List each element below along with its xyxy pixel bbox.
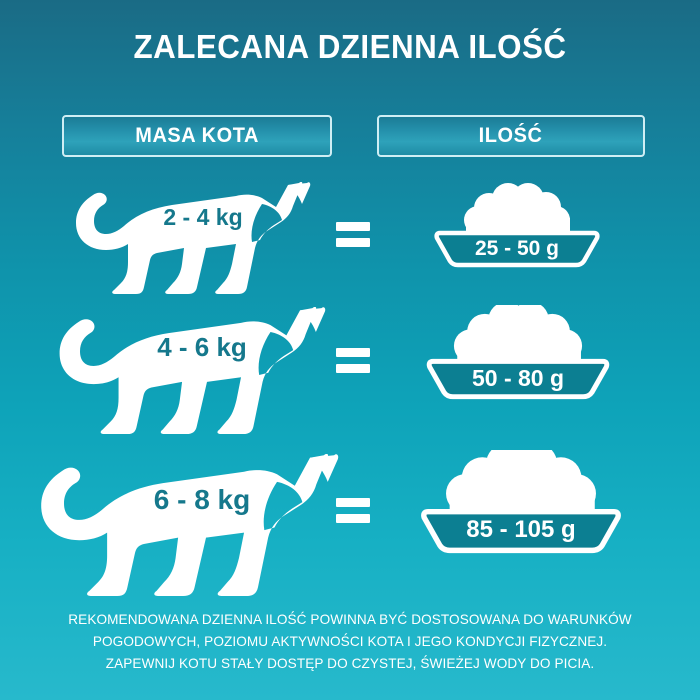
cat-weight-label: 2 - 4 kg: [163, 204, 243, 230]
cat-weight-label: 6 - 8 kg: [153, 484, 251, 515]
bowl-body: [434, 230, 600, 268]
column-header-weight: MASA KOTA: [62, 115, 332, 157]
column-header-amount: ILOŚĆ: [377, 115, 645, 157]
bowl-body: [421, 508, 621, 554]
cat-weight-label: 4 - 6 kg: [157, 332, 247, 362]
food-bowl-large: 85 - 105 g: [418, 450, 624, 554]
kibble-mound: [453, 305, 583, 363]
equals-sign: [336, 222, 370, 247]
feeding-row: 2 - 4 kg: [0, 180, 700, 300]
kibble-mound: [464, 183, 570, 234]
food-bowl-small: 25 - 50 g: [432, 182, 602, 268]
equals-bar-bottom: [336, 238, 370, 247]
equals-bar-bottom: [336, 364, 370, 373]
cat-silhouette-small: 2 - 4 kg: [66, 182, 316, 294]
page-title: ZALECANA DZIENNA ILOŚĆ: [133, 28, 567, 65]
bowl-amount-label: 50 - 80 g: [471, 365, 565, 391]
footer-line-3: ZAPEWNIJ KOTU STAŁY DOSTĘP DO CZYSTEJ, Ś…: [105, 655, 595, 671]
bowl-amount-label: 25 - 50 g: [474, 237, 560, 260]
equals-bar-top: [336, 222, 370, 231]
equals-bar-top: [336, 498, 370, 507]
equals-bar-bottom: [336, 514, 370, 523]
bowl-icon: [426, 305, 610, 400]
cat-icon: [41, 454, 339, 596]
equals-sign: [336, 348, 370, 373]
feeding-row: 4 - 6 kg: [0, 305, 700, 440]
cat-icon: [76, 182, 311, 294]
cat-silhouette-medium: 4 - 6 kg: [48, 307, 332, 434]
column-header-amount-label: ILOŚĆ: [479, 124, 543, 147]
kibble-mound: [446, 450, 596, 513]
bowl-icon: [421, 450, 621, 554]
cat-silhouette-large: 6 - 8 kg: [28, 454, 346, 596]
feeding-row: 6 - 8 kg: [0, 450, 700, 605]
equals-bar-top: [336, 348, 370, 357]
footer-line-2: POGODOWYCH, POZIOMU AKTYWNOŚCI KOTA I JE…: [92, 633, 608, 649]
column-header-weight-label: MASA KOTA: [135, 124, 259, 147]
footer-line-1: REKOMENDOWANA DZIENNA ILOŚĆ POWINNA BYĆ …: [68, 611, 632, 627]
bowl-body: [426, 358, 610, 400]
bowl-amount-label: 85 - 105 g: [466, 516, 576, 543]
equals-sign: [336, 498, 370, 523]
bowl-icon: [434, 183, 600, 268]
food-bowl-medium: 50 - 80 g: [424, 305, 612, 400]
footer-note: REKOMENDOWANA DZIENNA ILOŚĆ POWINNA BYĆ …: [0, 608, 700, 674]
cat-icon: [59, 307, 326, 434]
